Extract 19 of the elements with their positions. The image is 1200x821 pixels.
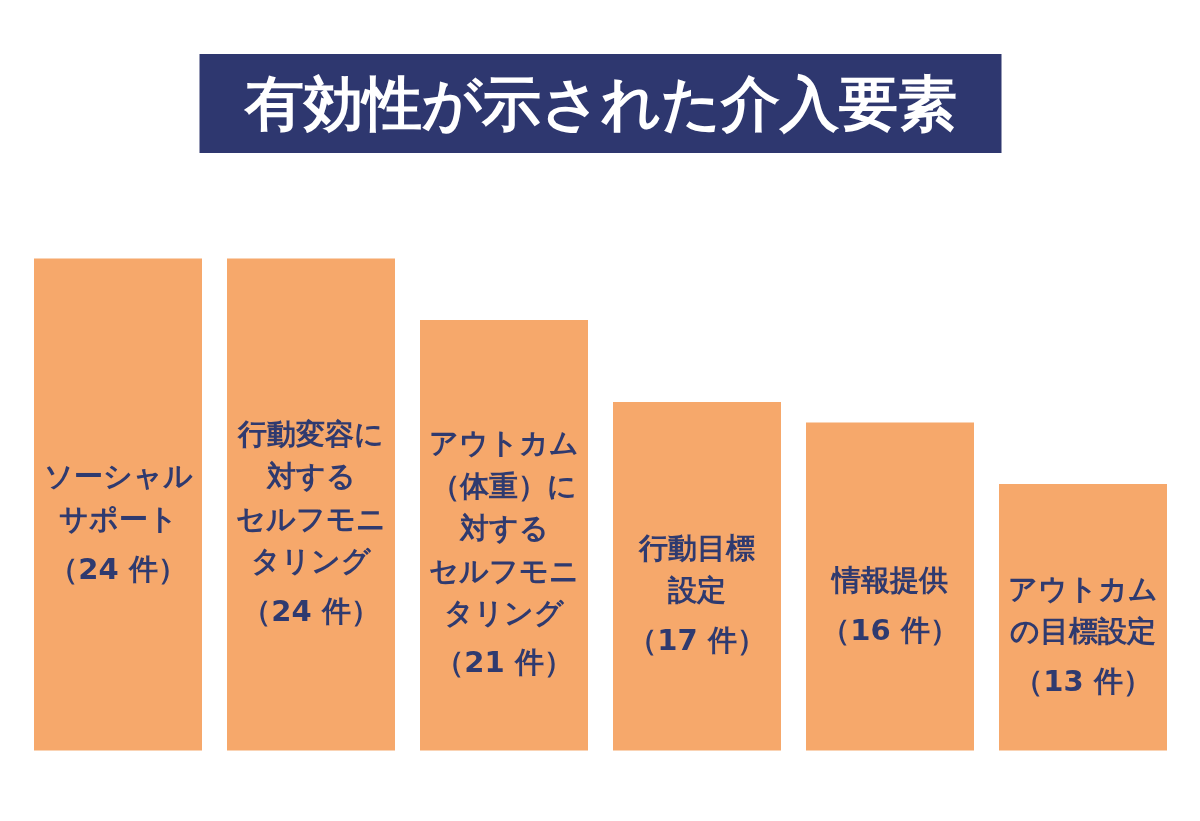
data-label: （21 件）: [435, 645, 573, 680]
data-label: （13 件）: [1014, 664, 1152, 699]
x-tick-label: 行動変容に対するセルフモニタリング: [236, 416, 386, 579]
x-tick-label: アウトカムの目標設定: [1008, 572, 1158, 649]
x-tick-label: アウトカム（体重）に対するセルフモニタリング: [429, 426, 579, 631]
data-label: （17 件）: [628, 623, 766, 658]
bar: [34, 258, 202, 751]
bar: [420, 320, 588, 751]
x-tick-label: 情報提供: [830, 562, 948, 597]
data-label: （24 件）: [242, 593, 380, 628]
data-label: （24 件）: [49, 551, 187, 586]
bar: [227, 258, 395, 751]
x-tick-label: ソーシャルサポート: [43, 459, 193, 536]
bar: [806, 422, 974, 751]
bar: [613, 402, 781, 751]
bar: [999, 484, 1167, 751]
x-tick-label: 行動目標設定: [638, 531, 755, 608]
chart-title: 有効性が示された介入要素: [242, 69, 957, 138]
data-label: （16 件）: [821, 612, 959, 647]
